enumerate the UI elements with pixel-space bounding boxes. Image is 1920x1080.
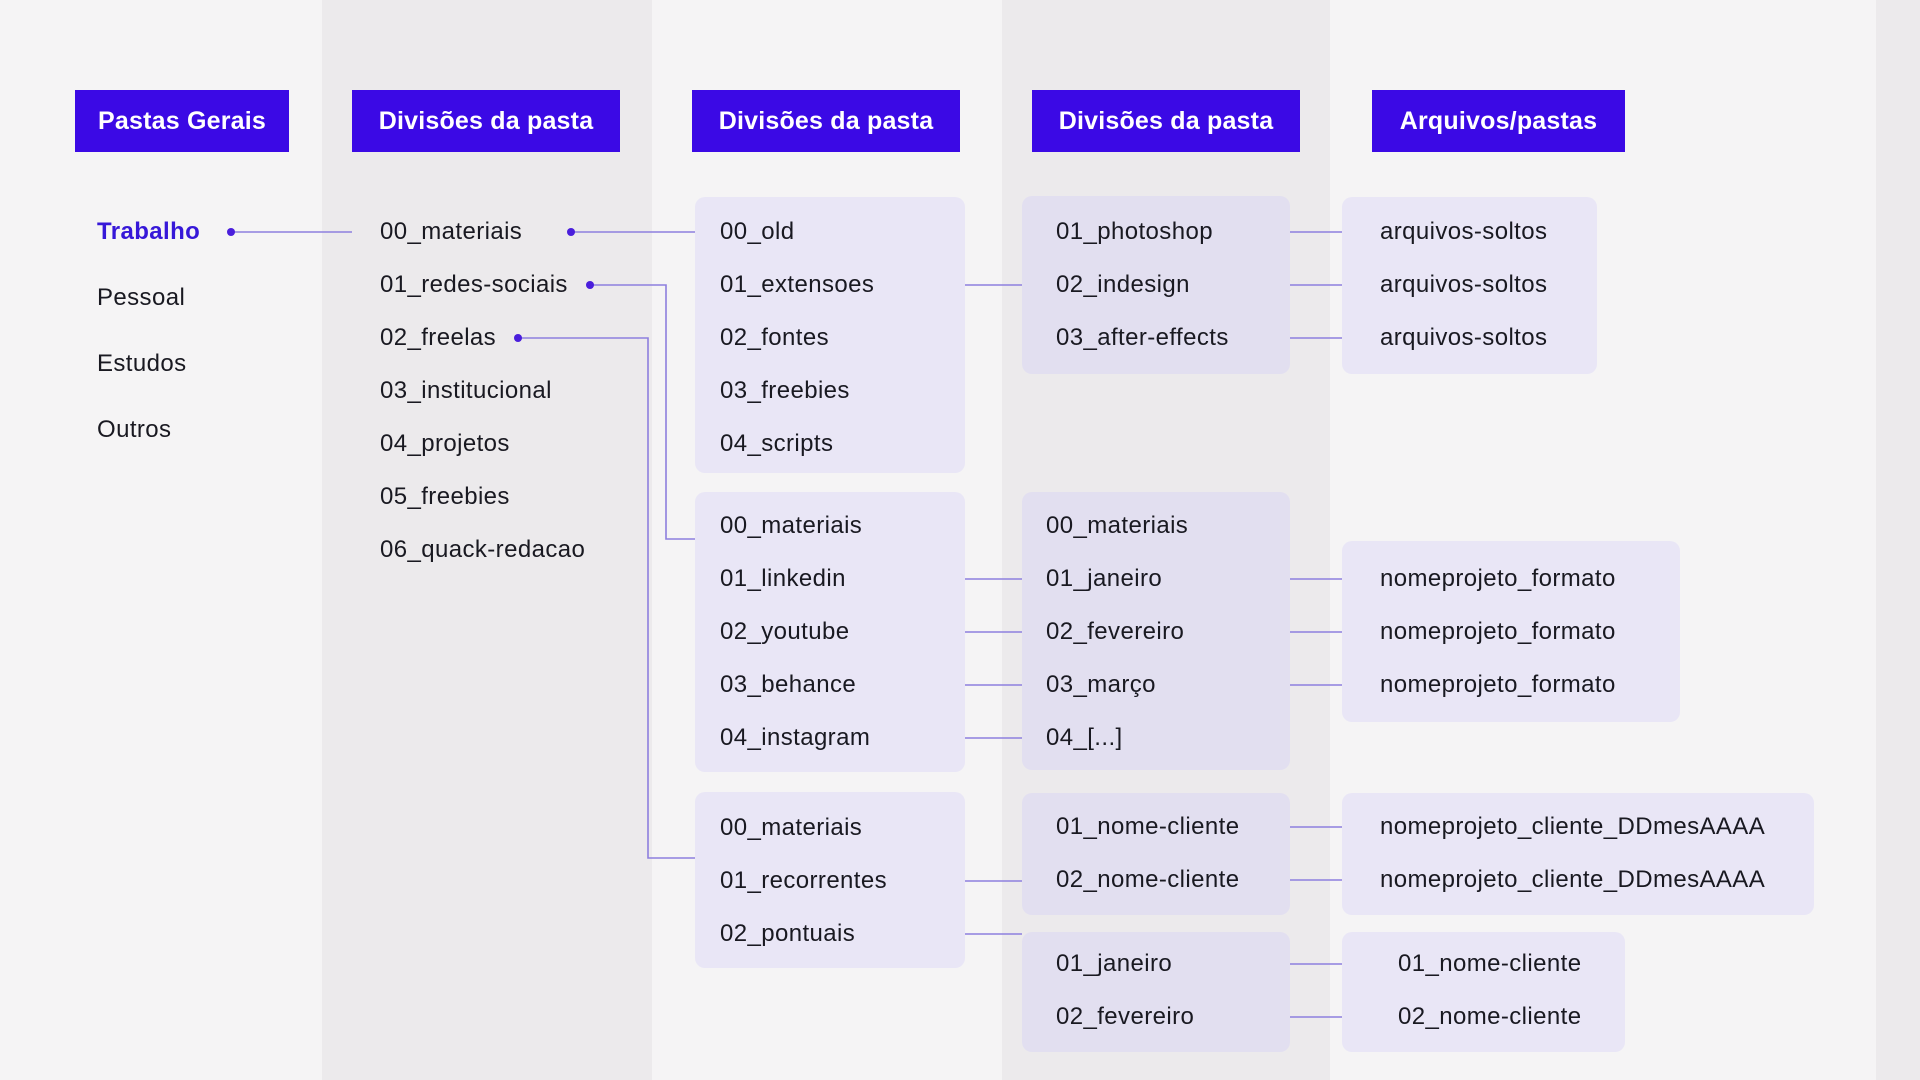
level4-group-meses — [1022, 492, 1290, 770]
folder-item-03-mar-o: 03_março — [1046, 671, 1156, 698]
level5-group-arquivos — [1342, 197, 1597, 374]
folder-item-01-extensoes: 01_extensoes — [720, 271, 875, 298]
folder-item-00-materiais: 00_materiais — [720, 814, 863, 841]
folder-item-06-quack-redacao: 06_quack-redacao — [380, 536, 586, 563]
folder-item-02-youtube: 02_youtube — [720, 618, 850, 645]
folder-item-01-janeiro: 01_janeiro — [1046, 565, 1163, 592]
level4-group-clientes — [1022, 793, 1290, 915]
folder-item-trabalho: Trabalho — [97, 218, 201, 245]
header-pastas-gerais: Pastas Gerais — [75, 90, 289, 152]
folder-item-02-pontuais: 02_pontuais — [720, 920, 856, 947]
folder-item-02-fevereiro: 02_fevereiro — [1056, 1003, 1195, 1030]
folder-item-01-janeiro: 01_janeiro — [1056, 950, 1173, 977]
folder-item-nomeprojeto-cliente-ddmesaaaa: nomeprojeto_cliente_DDmesAAAA — [1380, 813, 1766, 840]
folder-item-02-fevereiro: 02_fevereiro — [1046, 618, 1185, 645]
folder-item-02-nome-cliente: 02_nome-cliente — [1056, 866, 1240, 893]
folder-item-01-nome-cliente: 01_nome-cliente — [1398, 950, 1582, 977]
level4-group-meses-2 — [1022, 932, 1290, 1052]
folder-item-01-nome-cliente: 01_nome-cliente — [1056, 813, 1240, 840]
folder-item-01-recorrentes: 01_recorrentes — [720, 867, 888, 894]
level5-group-nome — [1342, 932, 1625, 1052]
folder-item-02-freelas: 02_freelas — [380, 324, 497, 351]
folder-item-05-freebies: 05_freebies — [380, 483, 510, 510]
folder-item-estudos: Estudos — [97, 350, 187, 377]
folder-item-arquivos-soltos: arquivos-soltos — [1380, 324, 1548, 351]
level3-group-redes — [695, 492, 965, 772]
header-arquivos-pastas: Arquivos/pastas — [1372, 90, 1625, 152]
folder-item-nomeprojeto-formato: nomeprojeto_formato — [1380, 618, 1616, 645]
header-divisoes-da-pasta-3: Divisões da pasta — [1032, 90, 1300, 152]
column-stripe-edge — [1876, 0, 1920, 1080]
folder-item-00-old: 00_old — [720, 218, 795, 245]
level4-group-software — [1022, 196, 1290, 374]
folder-item-nomeprojeto-formato: nomeprojeto_formato — [1380, 671, 1616, 698]
folder-item-arquivos-soltos: arquivos-soltos — [1380, 271, 1548, 298]
folder-item-04-: 04_[...] — [1046, 724, 1123, 751]
folder-item-00-materiais: 00_materiais — [720, 512, 863, 539]
folder-item-pessoal: Pessoal — [97, 284, 186, 311]
level5-group-formato — [1342, 541, 1680, 722]
level3-group-old — [695, 197, 965, 473]
folder-item-01-photoshop: 01_photoshop — [1056, 218, 1213, 245]
folder-item-02-indesign: 02_indesign — [1056, 271, 1190, 298]
folder-item-arquivos-soltos: arquivos-soltos — [1380, 218, 1548, 245]
folder-item-00-materiais: 00_materiais — [1046, 512, 1189, 539]
folder-item-03-behance: 03_behance — [720, 671, 857, 698]
folder-item-nomeprojeto-formato: nomeprojeto_formato — [1380, 565, 1616, 592]
folder-item-01-redes-sociais: 01_redes-sociais — [380, 271, 568, 298]
folder-item-nomeprojeto-cliente-ddmesaaaa: nomeprojeto_cliente_DDmesAAAA — [1380, 866, 1766, 893]
connector-dot — [227, 228, 235, 236]
folder-item-01-linkedin: 01_linkedin — [720, 565, 846, 592]
folder-item-04-instagram: 04_instagram — [720, 724, 871, 751]
folder-item-04-projetos: 04_projetos — [380, 430, 510, 457]
level3-group-freelas — [695, 792, 965, 968]
folder-item-03-freebies: 03_freebies — [720, 377, 850, 404]
folder-item-03-after-effects: 03_after-effects — [1056, 324, 1229, 351]
folder-item-00-materiais: 00_materiais — [380, 218, 523, 245]
folder-item-02-fontes: 02_fontes — [720, 324, 830, 351]
folder-item-02-nome-cliente: 02_nome-cliente — [1398, 1003, 1582, 1030]
folder-item-03-institucional: 03_institucional — [380, 377, 552, 404]
level5-group-cliente — [1342, 793, 1814, 915]
header-divisoes-da-pasta-1: Divisões da pasta — [352, 90, 620, 152]
folder-item-outros: Outros — [97, 416, 172, 443]
header-divisoes-da-pasta-2: Divisões da pasta — [692, 90, 960, 152]
folder-item-04-scripts: 04_scripts — [720, 430, 834, 457]
